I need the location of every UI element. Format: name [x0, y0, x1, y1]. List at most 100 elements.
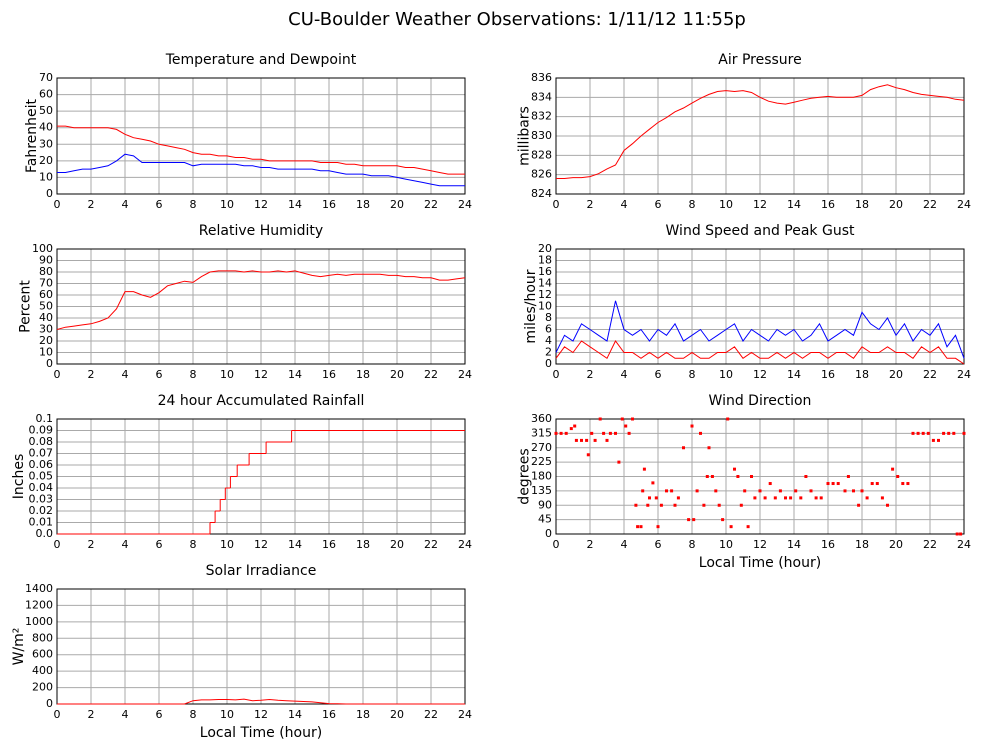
y-tick-label: 0: [545, 357, 552, 370]
point: [836, 482, 840, 486]
point: [702, 503, 706, 507]
x-tick-label: 20: [390, 538, 404, 551]
chart-title: Temperature and Dewpoint: [165, 52, 357, 68]
point: [654, 496, 658, 500]
y-axis-label: Fahrenheit: [24, 98, 40, 173]
x-tick-label: 22: [424, 708, 438, 721]
x-tick-label: 24: [458, 538, 472, 551]
point: [736, 475, 740, 478]
point: [569, 427, 573, 431]
point: [809, 489, 813, 493]
point: [891, 467, 895, 471]
y-tick-label: 400: [32, 664, 53, 677]
x-axis-label: Local Time (hour): [200, 725, 322, 741]
x-tick-label: 12: [753, 538, 767, 551]
chart-title: Air Pressure: [718, 52, 801, 68]
x-tick-label: 18: [356, 538, 370, 551]
x-tick-label: 8: [689, 538, 696, 551]
data-line: [556, 84, 965, 179]
y-tick-label: 20: [538, 242, 552, 255]
point: [875, 482, 879, 486]
x-tick-label: 18: [356, 198, 370, 211]
y-axis-label: Percent: [18, 280, 34, 333]
x-tick-label: 2: [587, 368, 594, 381]
x-tick-label: 14: [288, 198, 302, 211]
x-tick-label: 14: [787, 368, 801, 381]
point: [860, 489, 864, 493]
point: [901, 482, 905, 486]
x-tick-label: 22: [923, 538, 937, 551]
x-tick-label: 2: [88, 538, 95, 551]
point: [947, 431, 951, 435]
x-tick-label: 24: [458, 368, 472, 381]
point: [906, 482, 910, 486]
y-tick-label: 832: [531, 110, 552, 123]
point: [865, 496, 869, 500]
y-tick-label: 16: [538, 265, 552, 278]
chart-title: Wind Direction: [709, 393, 812, 409]
data-line: [57, 153, 465, 187]
y-tick-label: 826: [531, 168, 552, 181]
y-tick-label: 0.01: [29, 516, 54, 529]
point: [962, 431, 966, 435]
point: [826, 482, 830, 486]
y-tick-label: 40: [39, 311, 53, 324]
point: [773, 496, 777, 500]
x-tick-label: 6: [156, 538, 163, 551]
point: [726, 417, 730, 421]
x-tick-label: 20: [390, 708, 404, 721]
y-tick-label: 834: [531, 90, 552, 103]
point: [733, 467, 736, 471]
x-tick-label: 10: [220, 198, 234, 211]
point: [831, 482, 835, 486]
x-tick-label: 8: [190, 198, 197, 211]
x-tick-label: 2: [88, 708, 95, 721]
x-tick-label: 20: [390, 368, 404, 381]
y-tick-label: 6: [545, 323, 552, 336]
y-tick-label: 0: [545, 527, 552, 540]
point: [753, 496, 757, 500]
y-tick-label: 90: [538, 498, 552, 511]
point: [624, 424, 628, 428]
y-tick-label: 0: [46, 187, 53, 200]
point: [634, 503, 638, 507]
point: [617, 460, 621, 464]
x-tick-label: 0: [54, 198, 61, 211]
y-tick-label: 180: [531, 470, 552, 483]
x-tick-label: 6: [655, 368, 662, 381]
x-tick-label: 16: [322, 198, 336, 211]
x-tick-label: 10: [719, 538, 733, 551]
point: [784, 496, 787, 500]
data-line: [56, 270, 466, 330]
x-tick-label: 20: [390, 198, 404, 211]
x-tick-label: 22: [424, 198, 438, 211]
point: [942, 431, 946, 435]
point: [857, 503, 861, 507]
point: [717, 503, 721, 507]
y-tick-label: 1000: [25, 615, 53, 628]
y-tick-label: 80: [39, 265, 53, 278]
x-tick-label: 20: [889, 368, 903, 381]
point: [659, 503, 663, 507]
point: [843, 489, 847, 493]
x-tick-label: 22: [923, 368, 937, 381]
point: [799, 496, 803, 500]
plot-frame: [555, 248, 965, 365]
point: [916, 431, 920, 435]
x-tick-label: 24: [458, 708, 472, 721]
x-tick-label: 14: [288, 538, 302, 551]
x-tick-label: 16: [322, 538, 336, 551]
x-tick-label: 14: [288, 708, 302, 721]
y-tick-label: 0.08: [29, 435, 54, 448]
x-tick-label: 16: [821, 198, 835, 211]
y-axis-label: miles/hour: [523, 269, 539, 343]
chart-title: Solar Irradiance: [206, 563, 317, 579]
y-tick-label: 60: [39, 288, 53, 301]
plot-frame: [56, 77, 466, 195]
y-tick-label: 20: [39, 334, 53, 347]
y-tick-label: 360: [531, 412, 552, 425]
y-tick-label: 8: [545, 311, 552, 324]
y-tick-label: 0.03: [29, 493, 54, 506]
point: [574, 438, 578, 442]
